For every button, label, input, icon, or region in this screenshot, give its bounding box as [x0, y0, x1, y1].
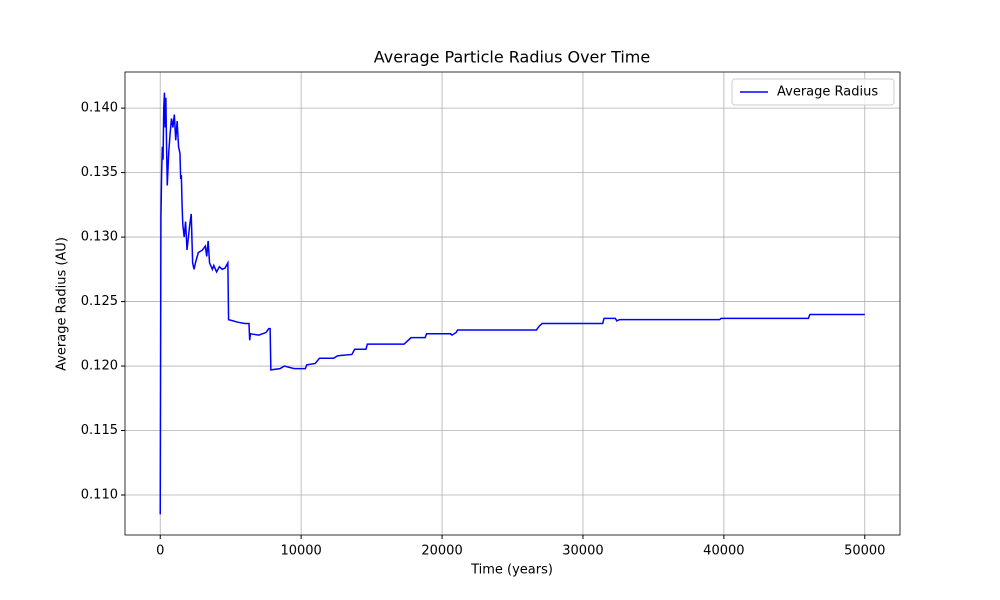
legend-label: Average Radius — [777, 85, 878, 100]
x-tick-label: 40000 — [703, 544, 744, 559]
legend-box — [731, 78, 895, 106]
y-axis-label: Average Radius (AU) — [55, 237, 70, 371]
y-tick-label: 0.135 — [81, 165, 118, 180]
chart-title: Average Particle Radius Over Time — [374, 48, 650, 67]
x-tick-label: 20000 — [421, 544, 462, 559]
x-tick-label: 10000 — [280, 544, 321, 559]
y-tick-label: 0.125 — [81, 294, 118, 309]
y-tick-label: 0.130 — [81, 230, 118, 245]
plot-frame — [124, 71, 901, 536]
x-tick-label: 0 — [156, 544, 164, 559]
y-tick-label: 0.115 — [81, 423, 118, 438]
data-line — [159, 92, 865, 515]
y-tick-label: 0.140 — [81, 101, 118, 116]
y-tick-label: 0.120 — [81, 359, 118, 374]
x-tick-label: 30000 — [562, 544, 603, 559]
x-tick-label: 50000 — [844, 544, 885, 559]
y-tick-label: 0.110 — [81, 488, 118, 503]
x-axis-label: Time (years) — [470, 563, 553, 578]
